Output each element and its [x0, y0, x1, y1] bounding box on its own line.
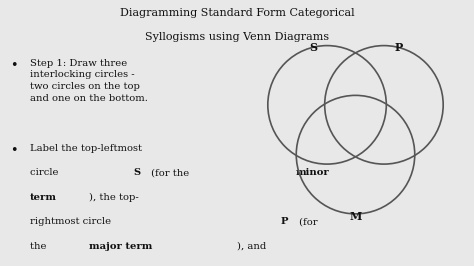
Text: (for: (for — [296, 217, 318, 226]
Text: minor: minor — [296, 168, 329, 177]
Text: term: term — [29, 193, 56, 202]
Text: •: • — [10, 59, 18, 72]
Text: ), the top-: ), the top- — [89, 193, 138, 202]
Text: Syllogisms using Venn Diagrams: Syllogisms using Venn Diagrams — [145, 32, 329, 42]
Text: M: M — [349, 211, 362, 222]
Text: rightmost circle: rightmost circle — [29, 217, 114, 226]
Text: Label the top-leftmost: Label the top-leftmost — [29, 144, 142, 153]
Text: •: • — [10, 144, 18, 157]
Text: P: P — [394, 42, 402, 53]
Text: circle: circle — [29, 168, 61, 177]
Text: S: S — [309, 42, 317, 53]
Text: S: S — [133, 168, 140, 177]
Text: P: P — [281, 217, 289, 226]
Text: major term: major term — [89, 242, 152, 251]
Text: ), and: ), and — [237, 242, 266, 251]
Text: Step 1: Draw three
interlocking circles -
two circles on the top
and one on the : Step 1: Draw three interlocking circles … — [29, 59, 147, 103]
Text: (for the: (for the — [148, 168, 192, 177]
Text: Diagramming Standard Form Categorical: Diagramming Standard Form Categorical — [120, 8, 354, 18]
Text: the: the — [29, 242, 49, 251]
